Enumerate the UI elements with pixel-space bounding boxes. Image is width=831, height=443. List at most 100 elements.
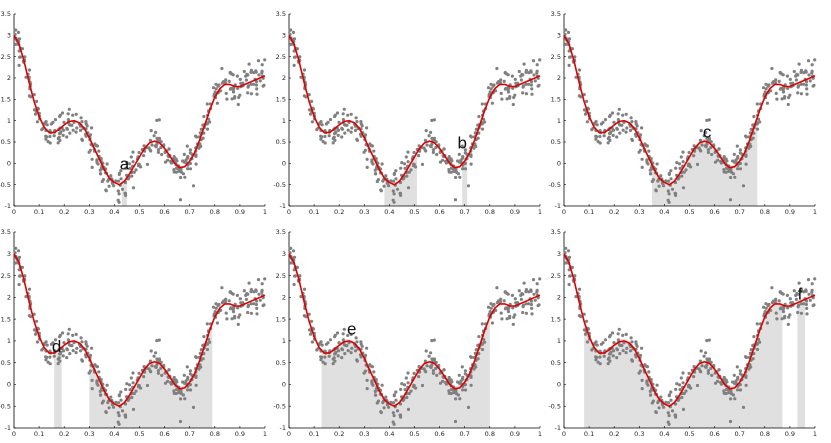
data-point (698, 359, 703, 363)
data-point (788, 77, 792, 81)
data-point (566, 30, 571, 34)
y-tick-label: 3.5 (276, 10, 286, 18)
data-point (582, 108, 587, 112)
data-point (252, 302, 256, 306)
data-point (194, 134, 198, 138)
data-point (521, 305, 525, 309)
data-point (669, 177, 673, 181)
y-tick-label: -1 (5, 424, 11, 432)
y-tick-label: 0 (7, 381, 11, 389)
data-point (582, 328, 587, 332)
data-point (698, 148, 702, 152)
data-point (417, 154, 421, 158)
data-point (88, 353, 93, 357)
data-point (621, 113, 625, 117)
y-tick-label: 0.5 (276, 138, 286, 146)
data-point (205, 102, 209, 106)
data-point (460, 377, 465, 381)
data-point (666, 179, 671, 183)
data-point (90, 165, 94, 169)
y-tick-label: 3 (557, 32, 561, 40)
data-point (674, 166, 678, 170)
data-point (427, 134, 431, 138)
data-point (706, 148, 711, 152)
x-tick-label: 0.8 (210, 430, 220, 438)
data-point (638, 353, 643, 357)
data-point (747, 146, 751, 150)
data-point (602, 134, 606, 138)
data-point (260, 63, 264, 67)
data-point (681, 160, 685, 164)
data-point (804, 70, 808, 74)
data-point (510, 74, 514, 78)
data-point (810, 290, 814, 294)
x-tick-label: 0.5 (134, 208, 144, 216)
data-point (246, 310, 250, 315)
data-point (736, 167, 740, 171)
data-point (62, 120, 66, 124)
data-point (480, 127, 485, 131)
data-point (488, 310, 492, 314)
data-point (780, 317, 784, 321)
data-point (687, 371, 691, 375)
data-point (630, 358, 634, 362)
data-point (362, 371, 366, 375)
data-point (406, 381, 410, 385)
data-point (48, 349, 52, 353)
data-point (735, 365, 739, 369)
y-tick-label: 2 (282, 74, 286, 82)
data-point (447, 377, 451, 381)
data-point (797, 281, 801, 285)
data-point (755, 127, 760, 131)
data-point (606, 141, 610, 145)
panel-f: 0 0.1 0.2 0.3 0.4 0.5 0.6 0.7 0.8 0.9 1 -1 -0.5 0 0.5 1… (548, 228, 817, 438)
data-point (320, 123, 324, 127)
data-point (667, 394, 671, 398)
panel-c: 0 0.1 0.2 0.3 0.4 0.5 0.6 0.7 0.8 0.9 1 -1 -0.5 0 0.5 1… (548, 10, 817, 216)
data-point (179, 175, 183, 180)
data-point (792, 289, 796, 293)
data-point (503, 307, 507, 311)
data-point (74, 332, 78, 336)
data-point (160, 373, 164, 377)
data-point (698, 138, 703, 142)
data-point (213, 90, 217, 94)
data-point (444, 159, 448, 163)
data-point (355, 120, 359, 124)
x-tick-label: 0.9 (510, 430, 520, 438)
data-point (630, 340, 634, 344)
data-point (254, 80, 259, 84)
data-point (392, 200, 396, 204)
data-point (369, 144, 374, 148)
data-point (232, 86, 236, 90)
data-point (644, 364, 649, 368)
y-tick-label: 0.5 (551, 359, 561, 367)
data-point (310, 99, 314, 103)
data-point (59, 350, 63, 354)
data-point (117, 192, 121, 196)
data-point (486, 86, 491, 90)
data-point (247, 281, 251, 285)
data-point (227, 299, 231, 303)
data-point (403, 388, 407, 392)
data-point (249, 302, 253, 306)
data-point (744, 162, 748, 166)
data-point (624, 332, 628, 336)
data-point (183, 397, 187, 401)
data-point (319, 355, 323, 359)
data-point (722, 389, 726, 393)
data-point (201, 123, 205, 127)
data-point (66, 338, 70, 342)
data-point (350, 126, 354, 130)
x-tick-label: 0.7 (185, 430, 195, 438)
data-point (780, 291, 784, 295)
data-point (738, 161, 743, 166)
data-point (260, 71, 264, 75)
data-point (640, 165, 644, 169)
data-point (444, 380, 448, 385)
data-point (677, 162, 682, 166)
data-point (292, 255, 297, 259)
data-point (463, 151, 467, 155)
x-tick-label: 0.5 (684, 430, 694, 438)
data-point (590, 128, 594, 132)
